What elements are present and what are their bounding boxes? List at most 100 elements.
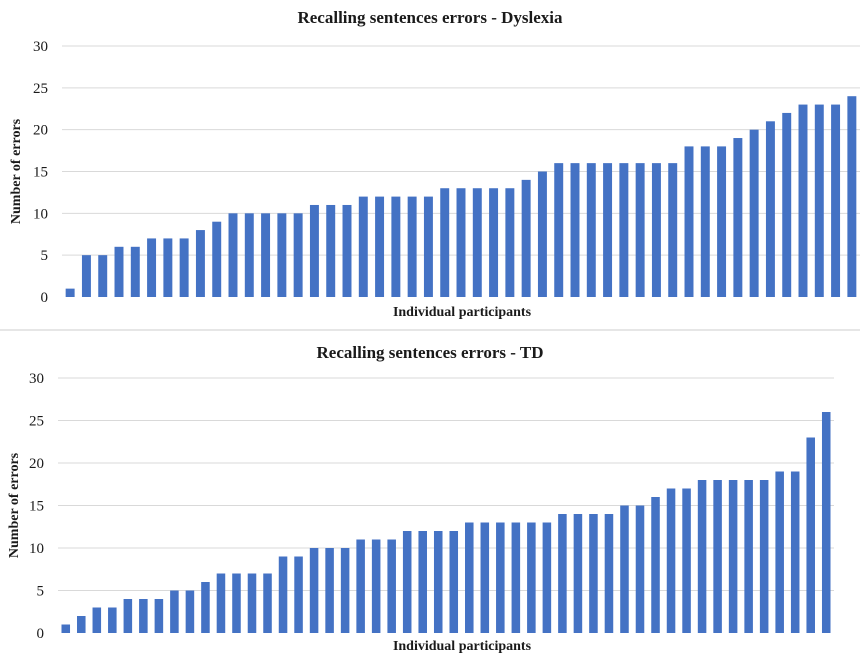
bar: [170, 590, 179, 633]
bar: [684, 146, 694, 297]
bar: [814, 104, 824, 297]
bar: [668, 163, 678, 297]
bar: [247, 573, 257, 633]
bar: [154, 599, 164, 633]
bar: [371, 539, 381, 633]
bar: [733, 138, 743, 297]
bar: [831, 104, 841, 297]
bar: [212, 221, 222, 297]
bar: [821, 412, 831, 633]
y-tick-label: 10: [29, 541, 44, 557]
bar: [358, 196, 368, 297]
y-tick-label: 30: [33, 39, 48, 55]
bar: [558, 514, 567, 633]
y-tick-label: 15: [29, 499, 44, 515]
y-tick-label: 15: [33, 165, 48, 181]
bar: [603, 163, 613, 297]
bar: [391, 196, 401, 297]
bar: [294, 556, 303, 633]
bar: [472, 188, 482, 297]
bar: [505, 188, 515, 297]
chart-title: Recalling sentences errors - Dyslexia: [297, 8, 563, 27]
y-axis-label: Number of errors: [7, 452, 22, 558]
bar: [81, 255, 91, 297]
bar: [309, 204, 319, 297]
bar: [635, 163, 645, 297]
bar: [527, 522, 536, 633]
bar: [782, 112, 792, 298]
y-tick-label: 20: [29, 456, 44, 472]
bar: [700, 146, 710, 297]
bar: [130, 246, 140, 297]
bar: [277, 213, 287, 297]
chart-dyslexia: Recalling sentences errors - Dyslexia 0 5 1…: [9, 8, 860, 320]
bar: [293, 213, 303, 297]
bar: [263, 573, 272, 633]
bar: [92, 607, 102, 633]
bar: [114, 246, 124, 297]
bar: [511, 522, 521, 633]
bar: [480, 522, 490, 633]
bar: [537, 171, 547, 297]
bar: [651, 497, 660, 633]
bar: [847, 96, 857, 297]
bar: [77, 616, 86, 633]
bar: [790, 471, 800, 633]
bar: [542, 522, 552, 633]
y-tick-label: 30: [29, 371, 44, 387]
bar: [261, 213, 271, 297]
bar: [98, 255, 108, 297]
bar: [635, 505, 645, 633]
bar: [697, 480, 707, 633]
bar: [179, 238, 189, 297]
bar: [326, 204, 336, 297]
bar: [185, 590, 195, 633]
chart-td: Recalling sentences errors - TD 0 5 10 15 20 2…: [7, 343, 834, 654]
bar: [798, 104, 808, 297]
chart-panel-dyslexia: Recalling sentences errors - Dyslexia 0 5 1…: [0, 0, 860, 328]
bar: [278, 556, 288, 633]
y-tick-label: 0: [37, 626, 45, 642]
bar: [554, 163, 564, 297]
bar: [713, 480, 722, 633]
bar: [806, 437, 815, 633]
bar: [61, 624, 71, 633]
bar: [440, 188, 450, 297]
x-axis-label: Individual participants: [393, 639, 532, 654]
bar: [201, 582, 210, 633]
bar: [418, 531, 427, 633]
bar: [356, 539, 365, 633]
bar: [163, 238, 173, 297]
y-tick-label: 5: [37, 584, 45, 600]
bar: [387, 539, 396, 633]
y-tick-label: 25: [33, 81, 48, 97]
bar: [749, 129, 759, 297]
y-tick-label: 20: [33, 123, 48, 139]
bar: [449, 531, 459, 633]
bar: [407, 196, 417, 297]
bar: [619, 163, 629, 297]
bar: [340, 548, 350, 633]
chart-panel-td: Recalling sentences errors - TD 0 5 10 15 20 2…: [0, 332, 860, 657]
bar: [433, 531, 443, 633]
y-tick-label: 5: [41, 248, 49, 264]
bar: [65, 288, 75, 297]
bar: [682, 488, 691, 633]
panel-divider: [0, 329, 860, 331]
bar: [570, 163, 580, 297]
bar: [728, 480, 738, 633]
bar: [456, 188, 466, 297]
bar: [342, 204, 352, 297]
bar: [589, 514, 598, 633]
bar: [309, 548, 319, 633]
bar: [604, 514, 614, 633]
bar: [325, 548, 334, 633]
bar: [139, 599, 148, 633]
bar: [465, 522, 474, 633]
bar: [521, 179, 531, 297]
y-tick-label: 0: [41, 290, 49, 306]
y-tick-label: 10: [33, 206, 48, 222]
bar: [717, 146, 727, 297]
y-axis-label: Number of errors: [9, 118, 24, 224]
bar: [375, 196, 385, 297]
